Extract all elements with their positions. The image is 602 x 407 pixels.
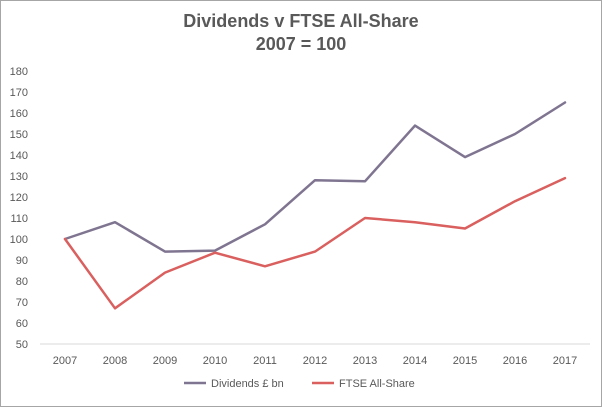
series-lines	[63, 101, 567, 310]
x-tick-label: 2014	[403, 355, 427, 367]
y-tick-label: 90	[16, 255, 28, 267]
legend-label: FTSE All-Share	[339, 378, 415, 390]
series-line-1	[63, 101, 567, 253]
x-tick-label: 2017	[553, 355, 577, 367]
y-tick-label: 100	[10, 234, 28, 246]
x-tick-label: 2009	[153, 355, 177, 367]
x-tick-label: 2008	[103, 355, 127, 367]
x-tick-label: 2007	[53, 355, 77, 367]
y-tick-label: 50	[16, 339, 28, 351]
y-tick-label: 110	[10, 213, 28, 225]
chart-title: Dividends v FTSE All-Share	[183, 11, 419, 31]
y-tick-label: 180	[10, 66, 28, 78]
y-tick-label: 170	[10, 87, 28, 99]
series-line-2	[63, 176, 567, 310]
chart-title-block: Dividends v FTSE All-Share 2007 = 100	[0, 10, 602, 56]
y-tick-label: 130	[10, 171, 28, 183]
legend-label: Dividends £ bn	[211, 378, 284, 390]
x-tick-label: 2016	[503, 355, 527, 367]
x-tick-label: 2010	[203, 355, 227, 367]
y-tick-label: 140	[10, 150, 28, 162]
x-tick-label: 2013	[353, 355, 377, 367]
axes-group: 50 60 70 80 90 100 110 120 130 140 150 160 170 180 200…	[10, 66, 590, 367]
y-tick-label: 60	[16, 318, 28, 330]
y-tick-label: 160	[10, 108, 28, 120]
x-tick-label: 2015	[453, 355, 477, 367]
x-tick-label: 2011	[253, 355, 277, 367]
chart-subtitle: 2007 = 100	[255, 34, 347, 54]
legend: Dividends £ bn FTSE All-Share	[184, 378, 415, 390]
y-tick-label: 80	[16, 276, 28, 288]
y-tick-label: 150	[10, 129, 28, 141]
y-tick-label: 70	[16, 297, 28, 309]
x-tick-label: 2012	[303, 355, 327, 367]
y-tick-label: 120	[10, 192, 28, 204]
